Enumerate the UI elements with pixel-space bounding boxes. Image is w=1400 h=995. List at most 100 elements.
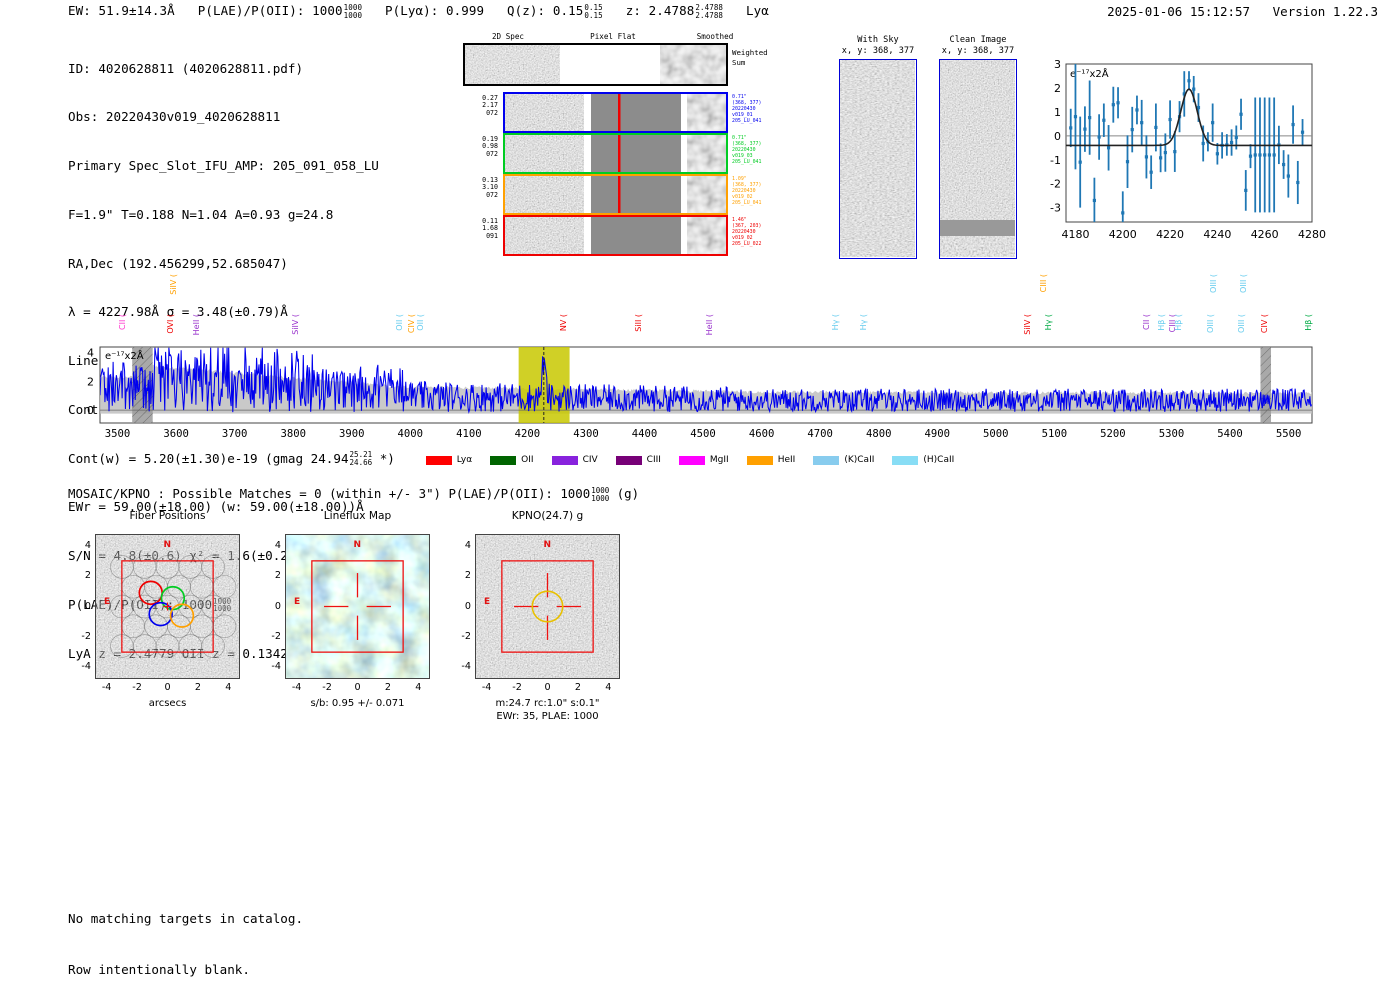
info-cont-w: Cont(w) = 5.20(±1.30)e-19 (gmag 24.94 25.… bbox=[68, 451, 395, 467]
mosaic-panel-image[interactable] bbox=[475, 534, 620, 679]
mosaic-xtick: -4 bbox=[291, 682, 302, 693]
legend-swatch bbox=[813, 455, 840, 465]
cont-w-prefix: Cont(w) = 5.20(±1.30)e-19 (gmag 24.94 bbox=[68, 450, 349, 466]
info-line: λ = 4227.98Å σ = 3.48(±0.79)Å bbox=[68, 304, 288, 320]
fiber-meta-line: 205_LU_041 bbox=[732, 159, 762, 165]
cleanimage-image bbox=[939, 59, 1017, 259]
legend-label: HeII bbox=[777, 455, 796, 465]
mosaic-ytick: 4 bbox=[464, 539, 471, 551]
weighted-sum-label: Weighted Sum bbox=[732, 48, 768, 67]
svg-text:4180: 4180 bbox=[1061, 228, 1089, 241]
legend-swatch bbox=[678, 455, 705, 465]
spectrum-xtick: 4900 bbox=[924, 428, 951, 440]
fiber-row[interactable] bbox=[503, 174, 728, 215]
fiber-row[interactable] bbox=[503, 215, 728, 256]
qz-hi: 0.15 bbox=[584, 2, 603, 12]
fiber-weight-value: 0.13 bbox=[482, 176, 498, 184]
legend-item[interactable]: CIII bbox=[615, 455, 661, 465]
fiber-weight-value: 0.19 bbox=[482, 135, 498, 143]
north-label: N bbox=[163, 540, 172, 550]
fiber-meta-line: v019_01 bbox=[732, 112, 753, 118]
plya-label: P(Lyα): bbox=[384, 3, 439, 18]
emission-line-fit-chart: e⁻¹⁷x2Å -3 -2 -1 0 1 2 3 4180 4200 4220 4240 4260 428… bbox=[1036, 52, 1336, 252]
mosaic-panels: Fiber Positions N E -4 -2 0 2 4 4 2 0 -2 -4 arcsecs Li… bbox=[55, 508, 675, 733]
spectrum-xtick: 4400 bbox=[631, 428, 658, 440]
legend-item[interactable]: (K)CaII bbox=[813, 455, 874, 465]
summary-header: EW: 51.9±14.3Å P(LAE)/P(OII): 1000 1000 10… bbox=[68, 3, 769, 19]
east-label: E bbox=[294, 596, 301, 607]
mosaic-panel-caption: arcsecs bbox=[55, 697, 280, 710]
plya-value: 0.999 bbox=[446, 3, 485, 18]
svg-text:e⁻¹⁷x2Å: e⁻¹⁷x2Å bbox=[105, 349, 144, 362]
legend-item[interactable]: MgII bbox=[678, 455, 729, 465]
spectrum-xtick: 4200 bbox=[514, 428, 541, 440]
col-title-2dspec: 2D Spec bbox=[491, 32, 524, 41]
mosaic-ytick: 0 bbox=[274, 600, 281, 612]
mosaic-panel-image[interactable] bbox=[95, 534, 240, 679]
svg-text:-2: -2 bbox=[1050, 178, 1061, 191]
svg-text:2: 2 bbox=[87, 375, 94, 388]
legend-item[interactable]: (H)CaII bbox=[892, 455, 954, 465]
mosaic-panel-image[interactable] bbox=[285, 534, 430, 679]
cleanimage-coords: x, y: 368, 377 bbox=[941, 46, 1015, 56]
mosaic-ytick: 2 bbox=[464, 570, 471, 582]
fiber-weight-value: 3.10 bbox=[482, 183, 498, 192]
spectrum-xtick: 5300 bbox=[1158, 428, 1185, 440]
z-hi: 2.4788 bbox=[695, 2, 724, 12]
spectrum-xtick: 3900 bbox=[339, 428, 365, 440]
fiber-weight-value: 0.27 bbox=[482, 94, 498, 102]
mosaic-xtick: -4 bbox=[101, 682, 112, 693]
svg-text:-3: -3 bbox=[1050, 202, 1061, 215]
fiber-meta-line: 1.46" bbox=[732, 217, 747, 223]
fiber-meta: 1.09" (368, 377) 20220430 v019_02 205_LU_041 bbox=[732, 176, 818, 206]
plae-lo: 1000 bbox=[343, 10, 363, 20]
mosaic-panel-title: Lineflux Map bbox=[323, 510, 392, 522]
withsky-title: With Sky bbox=[857, 35, 899, 45]
fiber-meta: 1.46" (367, 203) 20220430 v019_02 205_LU_022 bbox=[732, 217, 818, 247]
mosaic-ytick: 2 bbox=[84, 570, 91, 582]
mosaic-panel-caption: m:24.7 rc:1.0" s:0.1" EWr: 35, PLAE: 1000 bbox=[435, 697, 660, 723]
cutout-panel: With Sky x, y: 368, 377 Clean Image x, y… bbox=[815, 32, 1030, 259]
spectrum-legend: Lyα OII CIV CIII MgII HeII (K)CaII (H)CaII bbox=[60, 452, 1320, 468]
mosaic-xtick: -4 bbox=[481, 682, 492, 693]
plae-label: P(LAE)/P(OII): bbox=[197, 3, 305, 18]
withsky-coords: x, y: 368, 377 bbox=[841, 46, 915, 56]
mosaic-panel-caption: s/b: 0.95 +/- 0.071 bbox=[245, 697, 470, 710]
legend-label: CIV bbox=[582, 455, 598, 465]
fiber-weight-value: 072 bbox=[486, 190, 498, 199]
fiber-weight-label: 0.11 1.68 091 bbox=[440, 217, 498, 240]
z-lo: 2.4788 bbox=[695, 10, 724, 20]
spectrum-xtick: 5400 bbox=[1217, 428, 1243, 440]
north-label: N bbox=[543, 540, 552, 550]
fiber-meta-line: 20220430 bbox=[732, 229, 756, 235]
col-title-smoothed: Smoothed bbox=[696, 32, 734, 41]
spectrum-xtick: 5000 bbox=[983, 428, 1009, 440]
qz-lo: 0.15 bbox=[584, 10, 603, 20]
fiber-meta-line: 20220430 bbox=[732, 188, 756, 194]
mosaic-ytick: -2 bbox=[81, 630, 91, 642]
legend-item[interactable]: CIV bbox=[551, 455, 598, 465]
east-label: E bbox=[104, 596, 111, 607]
svg-text:4220: 4220 bbox=[1156, 228, 1184, 241]
mosaic-header: MOSAIC/KPNO : Possible Matches = 0 (with… bbox=[68, 486, 639, 502]
mosaic-ytick: 2 bbox=[274, 570, 281, 582]
fiber-weight-value: 091 bbox=[486, 231, 498, 240]
legend-item[interactable]: OII bbox=[490, 455, 534, 465]
fiber-row[interactable] bbox=[503, 133, 728, 174]
fiber-row[interactable] bbox=[503, 92, 728, 133]
mosaic-header-hi: 1000 bbox=[591, 485, 610, 495]
two-d-spectrum-panel: 2D Spec Pixel Flat Smoothed Weighted Sum… bbox=[440, 32, 820, 257]
spectrum-xtick: 3600 bbox=[163, 428, 189, 440]
mosaic-ytick: -2 bbox=[461, 630, 471, 642]
legend-item[interactable]: HeII bbox=[746, 455, 796, 465]
footer-note: No matching targets in catalog. Row inte… bbox=[68, 876, 303, 995]
fiber-weight-value: 0.98 bbox=[482, 142, 498, 151]
legend-swatch bbox=[892, 455, 919, 465]
withsky-image bbox=[839, 59, 917, 259]
north-label: N bbox=[353, 540, 362, 550]
mosaic-xtick: 0 bbox=[544, 682, 551, 693]
svg-text:1: 1 bbox=[1054, 106, 1061, 119]
legend-item[interactable]: Lyα bbox=[425, 455, 472, 465]
timestamp: 2025-01-06 15:12:57 bbox=[1107, 4, 1251, 19]
mosaic-ytick: 4 bbox=[84, 539, 91, 551]
